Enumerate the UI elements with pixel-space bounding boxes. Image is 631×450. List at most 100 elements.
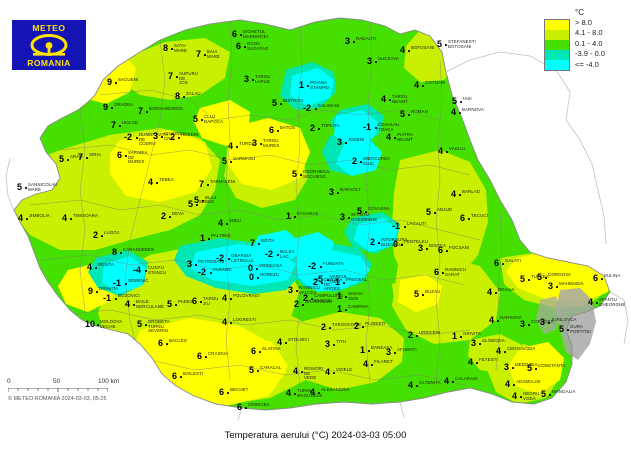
station-value: 4 (218, 218, 224, 228)
station-value: 8 (163, 43, 169, 53)
station-dot (445, 44, 447, 46)
station-value: 4 (408, 380, 414, 390)
station-name: VOINEASA (259, 263, 283, 268)
station-dot (321, 282, 323, 284)
station-name: MAHMUDIA (559, 281, 584, 286)
station-name: BARLAD (462, 189, 481, 194)
station-name: ZIMNICEA (248, 402, 270, 407)
station-name: COTNARI (425, 80, 446, 85)
station-name: MEDGIDIA (515, 362, 538, 367)
station-dot (389, 99, 391, 101)
station-dot (601, 278, 603, 280)
station-dot (25, 187, 27, 189)
legend-label-1: 4.1 - 8.0 (575, 28, 603, 38)
station-value: 3 (340, 212, 346, 222)
station-name: TARGU JIU (203, 296, 219, 306)
station-name: URZICENI (419, 330, 441, 335)
station-name: BISOCA (429, 243, 447, 248)
station-value: -4 (133, 265, 142, 275)
station-name: JURILOVCA (551, 317, 577, 322)
station-dot (259, 351, 261, 353)
station-dot (257, 370, 259, 372)
station-dot (353, 41, 355, 43)
station-value: 1 (452, 331, 458, 341)
station-name: TARGU LAPUS (255, 74, 271, 84)
station-name: CEAHLAU TOACA (378, 122, 400, 132)
station-value: 4 (400, 45, 406, 55)
station-value: 3 (345, 36, 351, 46)
station-dot (245, 407, 247, 409)
station-value: 7 (138, 106, 144, 116)
station-dot (227, 392, 229, 394)
station-value: 4 (381, 94, 387, 104)
station-name: ADAMCLISI (516, 379, 541, 384)
station-name: PENTELEU (404, 239, 428, 244)
romania-temperature-map[interactable] (0, 0, 631, 420)
station-name: TOPLITA (321, 123, 340, 128)
station-value: 6 (251, 346, 257, 356)
station-name: IASI (463, 96, 472, 101)
station-name: BRAILA (498, 287, 515, 292)
station-dot (200, 301, 202, 303)
station-dot (156, 182, 158, 184)
station-dot (244, 46, 246, 48)
temperature-fill-layer (14, 18, 610, 410)
station-dot (394, 352, 396, 354)
station-name: SIGHETUL MARMATIEI (243, 29, 268, 39)
station-value: 4 (62, 213, 68, 223)
station-value: -2 (265, 249, 274, 259)
station-name: POIANA STAMPEI (310, 80, 330, 90)
station-name: TURNU MAGURELE (297, 388, 323, 398)
station-name: TARNAVENI (210, 179, 236, 184)
station-name: TULCEA (531, 274, 549, 279)
station-value: 5 (527, 363, 533, 373)
station-value: 5 (520, 274, 526, 284)
station-name: PETROSANI (198, 259, 225, 264)
station-dot (408, 50, 410, 52)
station-value: 4 (444, 376, 450, 386)
station-name: SFANTU GHEORGHE (599, 297, 626, 307)
station-dot (528, 324, 530, 326)
station-value: -2 (216, 253, 225, 263)
station-name: STEFANESTI BOTOSANI (448, 39, 476, 49)
station-dot (176, 76, 178, 78)
station-dot (226, 223, 228, 225)
station-value: 7 (168, 71, 174, 81)
station-value: -2 (308, 261, 317, 271)
station-value: 5 (17, 182, 23, 192)
station-dot (528, 279, 530, 281)
station-name: BORSA/BOROD (149, 106, 183, 111)
station-dot (460, 336, 462, 338)
legend-label-2: 0.1 - 4.0 (575, 38, 603, 48)
station-value: 3 (325, 339, 331, 349)
station-value: 6 (434, 267, 440, 277)
station-value: 6 (460, 213, 466, 223)
station-value: 6 (236, 41, 242, 51)
station-name: BAILESTI (183, 371, 204, 376)
station-name: BAILE HERCULANE (136, 299, 164, 309)
station-value: 10 (85, 319, 96, 329)
station-value: 5 (194, 195, 200, 205)
station-value: 4 (451, 189, 457, 199)
station-dot (296, 290, 298, 292)
station-value: -2 (124, 132, 133, 142)
station-name: PADES (178, 299, 194, 304)
station-name: FOCSANI (449, 245, 470, 250)
station-dot (535, 368, 537, 370)
station-name: DRAGASANI (305, 299, 332, 304)
station-value: 6 (158, 338, 164, 348)
station-name: BISTRITA (283, 98, 304, 103)
station-name: BECHET (230, 387, 249, 392)
station-dot (446, 151, 448, 153)
station-name: DEVA (172, 211, 185, 216)
station-dot (115, 298, 117, 300)
station-dot (260, 143, 262, 145)
station-value: 4 (496, 346, 502, 356)
station-dot (426, 248, 428, 250)
station-name: BATOS (280, 125, 295, 130)
station-value: -1 (103, 293, 112, 303)
station-value: 4 (222, 317, 228, 327)
station-name: CRAIOVA (208, 351, 229, 356)
station-name: CALIMANI (318, 103, 340, 108)
